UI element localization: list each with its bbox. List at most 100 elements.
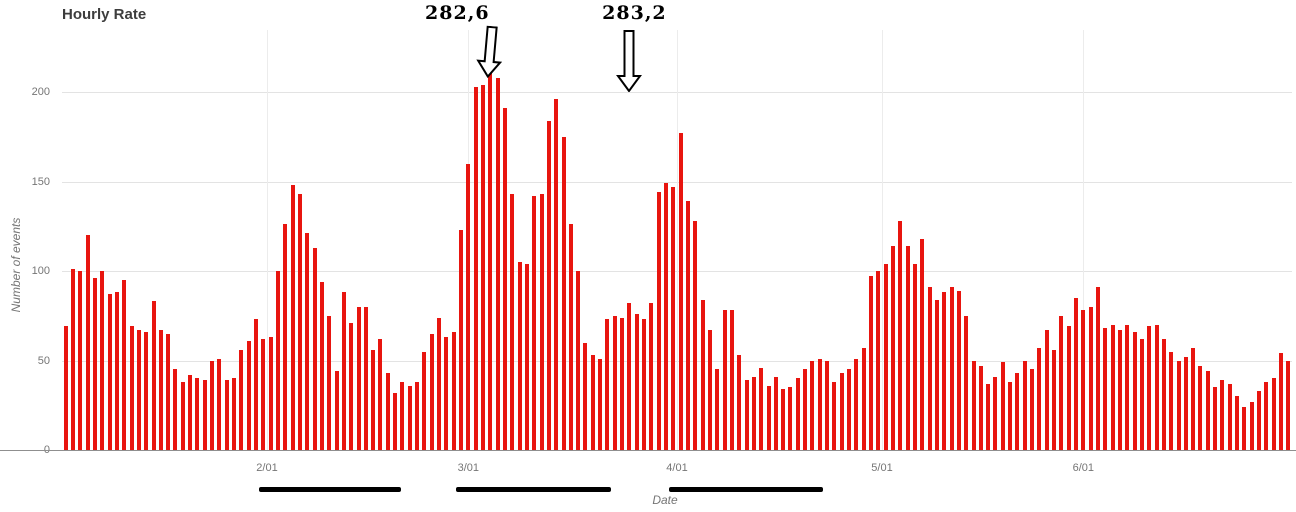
bar [583,342,588,450]
bar [488,70,493,450]
bar [166,333,171,450]
bar [825,360,830,450]
bar [1169,351,1174,450]
bar [510,194,515,450]
bar [78,271,83,450]
bar [1147,326,1152,450]
bar [1271,378,1276,450]
bar [195,378,200,450]
bar [912,263,917,450]
bar [173,369,178,450]
annotation-label: 282,6 [425,2,490,24]
y-tick-label: 200 [31,86,50,98]
bar [400,381,405,450]
bar [1081,310,1086,450]
bar [1066,326,1071,450]
bar [605,319,610,450]
bar [1220,380,1225,450]
bar [1205,371,1210,450]
bar [1044,330,1049,450]
bar [1139,339,1144,450]
bar [297,194,302,450]
bar [795,378,800,450]
bar [136,330,141,450]
bar [151,301,156,450]
bar [861,347,866,450]
y-tick-label: 150 [31,175,50,188]
bar [1022,360,1027,450]
bar [158,330,163,450]
bar [803,369,808,450]
bar [942,292,947,450]
bar [1191,347,1196,450]
bar [612,315,617,450]
bar [1183,356,1188,450]
bar [444,337,449,450]
bar [854,358,859,450]
bar [561,136,566,450]
bar [415,381,420,450]
y-tick-label: 50 [37,354,50,367]
bar [517,262,522,450]
bar [378,339,383,450]
bar [847,369,852,450]
bar [627,303,632,450]
bar [766,385,771,450]
bar [693,220,698,450]
bar [327,315,332,450]
bar [283,224,288,450]
bar [232,378,237,450]
bar [502,108,507,450]
bar [722,310,727,450]
gridline-vertical [1083,30,1085,450]
bar [202,380,207,450]
bar [649,303,654,450]
bar [1242,407,1247,450]
bar [1059,315,1064,450]
bar [180,381,185,450]
bar [707,330,712,450]
bar [371,349,376,450]
bar [1000,362,1005,450]
bar [1264,381,1269,450]
bar [971,360,976,450]
bar [144,331,149,450]
bar [568,224,573,450]
bar [70,269,75,450]
bar [319,281,324,450]
bar [642,319,647,450]
bar [685,201,690,450]
x-tick-label: 3/01 [457,462,480,474]
bar [598,358,603,450]
bar [839,373,844,450]
bar [1103,328,1108,450]
bar [1235,396,1240,450]
bar [210,360,215,450]
bar [1213,387,1218,450]
bar [107,294,112,450]
bar [268,337,273,450]
highlight-segment [258,487,401,492]
gridline-vertical [677,30,678,450]
bar [1030,369,1035,450]
bar [1095,287,1100,450]
bar [122,279,127,450]
bar [759,367,764,450]
bar [1227,383,1232,450]
bar [781,389,786,450]
bar [129,326,134,450]
bar [429,333,434,450]
bar [554,99,559,450]
annotation-arrow-icon [616,30,643,92]
bar [524,263,529,450]
bar [1110,324,1115,450]
bar [363,306,368,450]
bar [1037,347,1042,450]
bar [539,194,544,450]
bar [934,299,939,450]
bar [890,245,895,450]
bar [92,278,97,450]
bar [239,349,244,450]
bar [85,235,90,450]
bar [63,326,68,450]
